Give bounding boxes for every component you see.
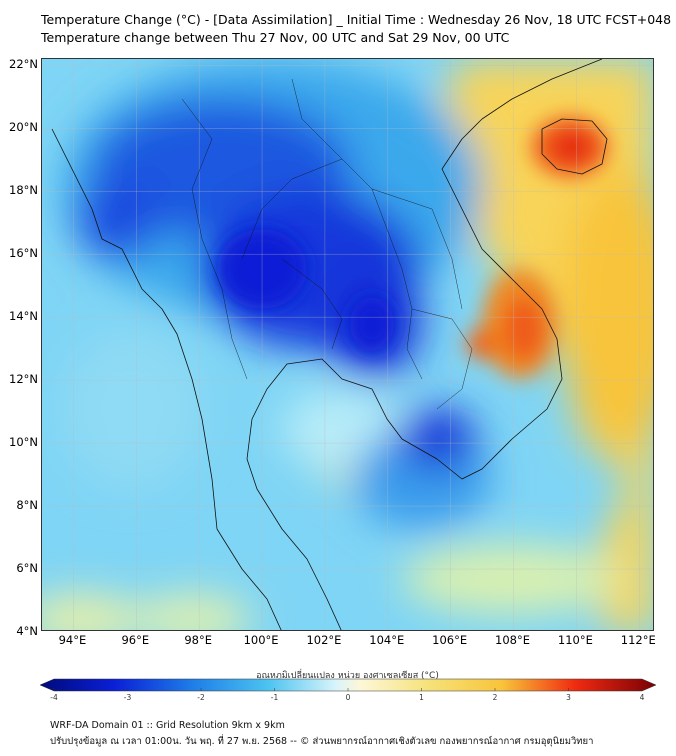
lat-tick-label: 14°N <box>9 309 38 324</box>
colorbar-tick-label: 1 <box>419 693 424 702</box>
lat-tick-label: 12°N <box>9 372 38 387</box>
lon-tick-label: 110°E <box>557 633 593 647</box>
lon-tick-label: 112°E <box>620 633 656 647</box>
map-subtitle: Temperature change between Thu 27 Nov, 0… <box>41 30 510 45</box>
lon-tick-label: 98°E <box>184 633 212 647</box>
temperature-change-map <box>41 58 654 631</box>
lon-tick-label: 106°E <box>432 633 468 647</box>
colorbar <box>40 678 656 692</box>
colorbar-tick-label: -3 <box>123 693 132 702</box>
map-canvas <box>42 59 653 630</box>
lat-tick-label: 8°N <box>16 498 38 513</box>
lat-tick-label: 6°N <box>16 561 38 576</box>
lat-tick-label: 20°N <box>9 120 38 135</box>
lat-tick-label: 16°N <box>9 246 38 261</box>
colorbar-tick-label: -1 <box>270 693 279 702</box>
lon-tick-label: 96°E <box>121 633 150 647</box>
lon-tick-label: 108°E <box>495 633 531 647</box>
lat-tick-label: 18°N <box>9 183 38 198</box>
colorbar-label: อุณหภูมิเปลี่ยนแปลง หน่วย องศาเซลเซียส (… <box>256 671 439 681</box>
footer-credit: ปรับปรุงข้อมูล ณ เวลา 01:00น. วัน พฤ. ที… <box>50 736 594 747</box>
footer-model-info: WRF-DA Domain 01 :: Grid Resolution 9km … <box>50 720 285 731</box>
warm-cores <box>217 117 608 379</box>
lat-tick-label: 22°N <box>9 57 38 72</box>
colorbar-tick-label: 2 <box>492 693 498 702</box>
coastlines <box>51 59 608 630</box>
lat-tick-label: 4°N <box>16 624 38 638</box>
graticule <box>42 59 653 630</box>
country-borders <box>181 78 473 410</box>
colorbar-tick-label: 0 <box>345 693 351 702</box>
lat-tick-label: 10°N <box>9 435 38 450</box>
lon-tick-label: 100°E <box>243 633 279 647</box>
colorbar-tick-label: -2 <box>197 693 205 702</box>
colorbar-tick-label: 4 <box>639 693 645 702</box>
map-title: Temperature Change (°C) - [Data Assimila… <box>41 12 672 27</box>
lon-tick-label: 102°E <box>306 633 342 647</box>
colorbar-tick-label: -4 <box>50 693 58 702</box>
lon-tick-label: 94°E <box>58 633 87 647</box>
colorbar-tick-marks <box>53 688 643 691</box>
lon-tick-label: 104°E <box>369 633 405 647</box>
colorbar-tick-label: 3 <box>566 693 571 702</box>
